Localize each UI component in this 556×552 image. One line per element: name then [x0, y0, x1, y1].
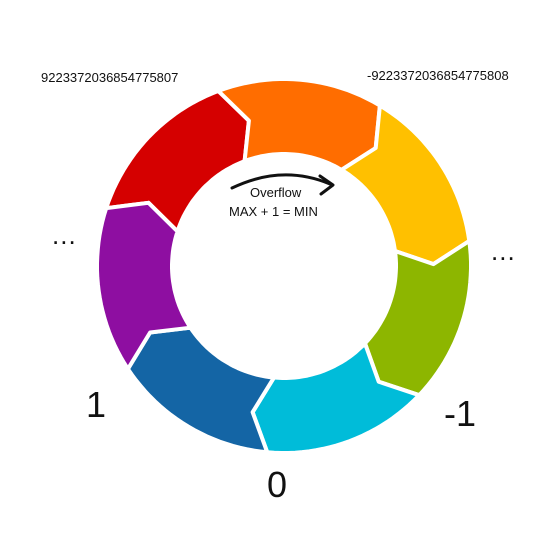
label-zero: 0	[267, 464, 288, 505]
max-value-label: 9223372036854775807	[41, 70, 179, 85]
ring-segments	[95, 77, 473, 455]
segment-purple	[95, 200, 193, 371]
segment-green	[363, 238, 473, 398]
overflow-text: Overflow	[250, 185, 302, 200]
label-one: 1	[86, 384, 107, 425]
left-ellipsis: ...	[52, 220, 77, 250]
right-ellipsis: ...	[491, 236, 516, 266]
overflow-arrow	[230, 173, 335, 196]
label-minus-one: -1	[444, 393, 477, 434]
overflow-equation: MAX + 1 = MIN	[229, 204, 318, 219]
segment-blue	[125, 325, 276, 455]
min-value-label: -9223372036854775808	[367, 68, 509, 83]
